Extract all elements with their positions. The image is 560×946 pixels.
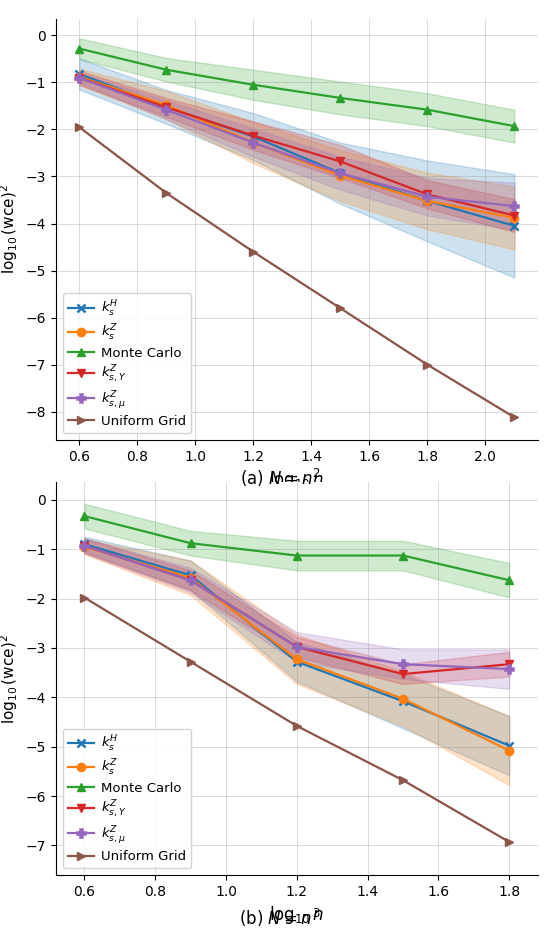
Line: Monte Carlo: Monte Carlo [80, 512, 514, 585]
Line: $k_{s,\mu}^Z$: $k_{s,\mu}^Z$ [80, 541, 514, 674]
Uniform Grid [400, 775, 407, 786]
Y-axis label: $\log_{10}(\mathrm{wce})^2$: $\log_{10}(\mathrm{wce})^2$ [0, 184, 20, 274]
$k_s^Z$ [163, 99, 170, 111]
Uniform Grid [187, 656, 194, 667]
$k_{s,Y}^Z$ [511, 210, 518, 221]
$k_s^Z$ [187, 572, 194, 584]
$k_{s,Y}^Z$ [337, 156, 344, 167]
Line: Uniform Grid: Uniform Grid [75, 123, 519, 422]
$k_s^H$ [81, 538, 88, 550]
$k_{s,Y}^Z$ [424, 188, 431, 200]
Monte Carlo [81, 510, 88, 521]
Line: $k_{s,Y}^Z$: $k_{s,Y}^Z$ [75, 74, 519, 219]
$k_{s,\mu}^Z$ [250, 137, 256, 149]
Line: $k_{s,Y}^Z$: $k_{s,Y}^Z$ [80, 541, 514, 678]
$k_{s,Y}^Z$ [81, 540, 88, 552]
$k_{s,Y}^Z$ [293, 641, 300, 653]
$k_{s,\mu}^Z$ [163, 104, 170, 115]
$k_{s,\mu}^Z$ [506, 663, 512, 674]
Monte Carlo [250, 79, 256, 91]
$k_{s,Y}^Z$ [187, 574, 194, 586]
Text: (b) $N = n^3$: (b) $N = n^3$ [239, 906, 321, 929]
Uniform Grid [76, 121, 82, 132]
Line: $k_s^H$: $k_s^H$ [80, 540, 514, 750]
$k_s^H$ [511, 220, 518, 232]
$k_{s,\mu}^Z$ [424, 191, 431, 202]
Uniform Grid [511, 412, 518, 423]
$k_s^H$ [424, 195, 431, 206]
$k_s^H$ [187, 569, 194, 581]
Uniform Grid [506, 836, 512, 848]
$k_s^Z$ [337, 170, 344, 182]
$k_{s,\mu}^Z$ [76, 72, 82, 83]
Uniform Grid [293, 720, 300, 731]
X-axis label: $\log_{10}n$: $\log_{10}n$ [269, 904, 324, 926]
$k_s^H$ [163, 101, 170, 113]
$k_s^Z$ [424, 195, 431, 206]
Uniform Grid [337, 303, 344, 314]
Line: Monte Carlo: Monte Carlo [75, 44, 519, 131]
Line: $k_s^Z$: $k_s^Z$ [80, 542, 514, 755]
Monte Carlo [163, 64, 170, 76]
$k_{s,\mu}^Z$ [511, 201, 518, 212]
$k_s^Z$ [293, 654, 300, 665]
$k_s^Z$ [81, 541, 88, 552]
X-axis label: $\log_{10}n$: $\log_{10}n$ [269, 469, 324, 491]
Y-axis label: $\log_{10}(\mathrm{wce})^2$: $\log_{10}(\mathrm{wce})^2$ [0, 634, 20, 724]
Line: Uniform Grid: Uniform Grid [80, 593, 514, 846]
Legend: $k_s^H$, $k_s^Z$, Monte Carlo, $k_{s,Y}^Z$, $k_{s,\mu}^Z$, Uniform Grid: $k_s^H$, $k_s^Z$, Monte Carlo, $k_{s,Y}^… [63, 293, 192, 433]
Monte Carlo [187, 537, 194, 549]
Text: (a) $N = n^2$: (a) $N = n^2$ [240, 466, 320, 489]
$k_s^H$ [293, 656, 300, 667]
$k_{s,\mu}^Z$ [400, 658, 407, 670]
$k_s^H$ [337, 167, 344, 179]
$k_{s,Y}^Z$ [400, 669, 407, 680]
Uniform Grid [163, 187, 170, 199]
Monte Carlo [511, 120, 518, 131]
Monte Carlo [424, 104, 431, 115]
$k_{s,Y}^Z$ [506, 658, 512, 670]
$k_{s,Y}^Z$ [250, 130, 256, 141]
Monte Carlo [400, 550, 407, 561]
Monte Carlo [506, 574, 512, 586]
Monte Carlo [337, 93, 344, 104]
$k_{s,\mu}^Z$ [187, 574, 194, 586]
$k_s^H$ [506, 740, 512, 751]
Line: $k_s^Z$: $k_s^Z$ [75, 73, 519, 222]
$k_s^Z$ [250, 137, 256, 149]
Line: $k_{s,\mu}^Z$: $k_{s,\mu}^Z$ [75, 74, 519, 210]
$k_s^H$ [76, 68, 82, 79]
$k_s^Z$ [511, 212, 518, 223]
Uniform Grid [250, 246, 256, 257]
Line: $k_s^H$: $k_s^H$ [75, 70, 519, 230]
$k_{s,\mu}^Z$ [337, 167, 344, 179]
$k_s^Z$ [506, 745, 512, 756]
$k_s^Z$ [400, 693, 407, 705]
$k_{s,Y}^Z$ [163, 101, 170, 113]
Uniform Grid [424, 359, 431, 370]
$k_{s,Y}^Z$ [76, 72, 82, 83]
$k_s^H$ [250, 131, 256, 142]
$k_s^H$ [400, 695, 407, 707]
Monte Carlo [293, 550, 300, 561]
Legend: $k_s^H$, $k_s^Z$, Monte Carlo, $k_{s,Y}^Z$, $k_{s,\mu}^Z$, Uniform Grid: $k_s^H$, $k_s^Z$, Monte Carlo, $k_{s,Y}^… [63, 728, 192, 868]
Uniform Grid [81, 592, 88, 604]
$k_{s,\mu}^Z$ [81, 540, 88, 552]
$k_{s,\mu}^Z$ [293, 641, 300, 653]
Monte Carlo [76, 43, 82, 54]
$k_s^Z$ [76, 71, 82, 82]
